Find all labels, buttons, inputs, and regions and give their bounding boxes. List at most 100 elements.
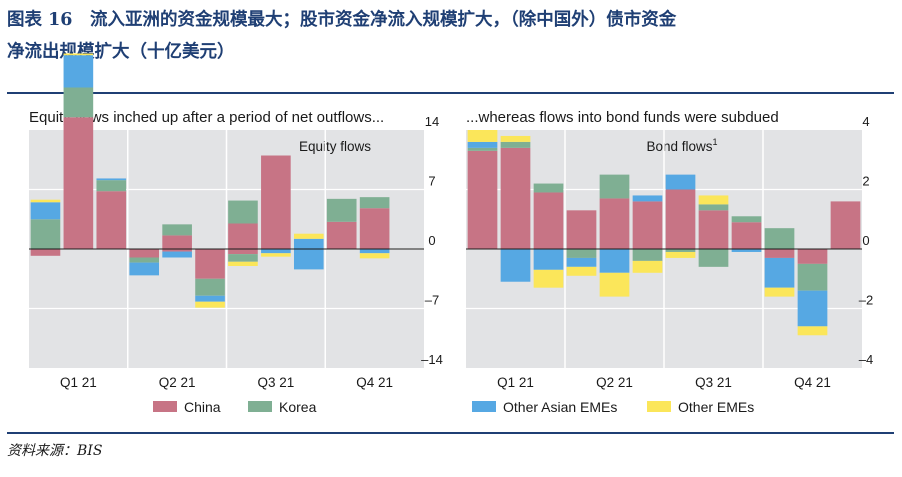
y-tick-label: 14: [425, 114, 439, 129]
chart-title: ...whereas flows into bond funds were su…: [466, 109, 779, 126]
y-tick-label: –7: [425, 293, 439, 308]
bar-other-asian-emes-nov-21-neg: [359, 249, 390, 254]
bar-china-aug-21: [698, 210, 729, 249]
title-rule: [7, 92, 894, 94]
bar-other-asian-emes-apr-21-neg: [566, 257, 597, 267]
legend-label: Korea: [279, 399, 317, 415]
bar-korea-jan-21: [467, 147, 498, 151]
bar-other-emes-aug-21: [698, 195, 729, 205]
x-quarter-label: Q1 21: [60, 375, 97, 390]
legend-swatch: [472, 401, 496, 412]
bar-korea-jun-21-neg: [195, 278, 225, 296]
legend-swatch: [647, 401, 671, 412]
y-tick-label: –2: [859, 293, 873, 308]
bar-other-asian-emes-feb-21-neg: [500, 249, 531, 282]
bar-china-jan-21: [467, 150, 498, 249]
bar-korea-mar-21: [533, 183, 564, 193]
bar-china-aug-21: [261, 155, 291, 249]
bar-korea-feb-21: [63, 87, 94, 118]
legend-item-other-emes: Other EMEs: [647, 399, 754, 415]
footnote-marker: 1: [713, 137, 718, 147]
figure-title-line-1: 图表 16 流入亚洲的资金规模最大；股市资金净流入规模扩大，（除中国外）债市资金: [7, 10, 677, 30]
chart-inner-label: Bond flows1: [646, 137, 717, 154]
bar-china-mar-21: [96, 191, 127, 249]
bar-other-asian-emes-jan-21: [467, 141, 498, 148]
bar-other-emes-aug-21-neg: [261, 253, 291, 257]
y-tick-label: 4: [862, 114, 869, 129]
bar-korea-aug-21-neg: [698, 249, 729, 267]
y-tick-label: 7: [428, 174, 435, 189]
y-tick-label: 2: [862, 174, 869, 189]
bar-korea-jul-21-neg: [665, 249, 696, 252]
bar-china-feb-21: [500, 147, 531, 249]
bar-china-may-21-neg: [162, 249, 192, 252]
bar-other-emes-jul-21-neg: [665, 251, 696, 258]
legend-swatch: [153, 401, 177, 412]
bar-other-emes-sep-21: [293, 233, 324, 239]
bar-korea-may-21: [162, 224, 192, 236]
bar-other-emes-jul-21-neg: [228, 261, 258, 266]
bar-other-emes-apr-21-neg: [566, 266, 597, 276]
chart-title: Equity flows inched up after a period of…: [29, 109, 384, 126]
bar-korea-mar-21: [96, 180, 127, 192]
bar-other-asian-emes-aug-21-neg: [261, 249, 291, 254]
x-quarter-label: Q2 21: [159, 375, 196, 390]
bar-korea-apr-21-neg: [129, 257, 160, 263]
legend-item-other-asian-emes: Other Asian EMEs: [472, 399, 617, 415]
bar-other-emes-mar-21-neg: [533, 269, 564, 288]
bar-other-asian-emes-jul-21: [665, 174, 696, 190]
bar-china-apr-21-neg: [129, 249, 160, 258]
legend-item-korea: Korea: [248, 399, 317, 415]
bar-korea-jul-21-neg: [228, 254, 258, 262]
bar-china-oct-21: [326, 221, 357, 249]
bar-other-emes-oct-21-neg: [764, 287, 795, 297]
bar-china-jul-21: [665, 189, 696, 249]
bar-china-jul-21: [228, 223, 258, 249]
y-tick-label: –14: [421, 352, 443, 367]
bar-china-feb-21: [63, 117, 94, 249]
bar-korea-may-21: [599, 174, 630, 199]
bar-other-emes-nov-21-neg: [797, 326, 828, 336]
bar-china-nov-21: [359, 208, 390, 249]
bar-china-jun-21-neg: [195, 249, 225, 279]
y-tick-label: 0: [862, 233, 869, 248]
bar-other-emes-may-21-neg: [599, 272, 630, 297]
bar-other-asian-emes-jun-21: [632, 195, 663, 202]
bar-china-apr-21: [566, 210, 597, 249]
source-note: 资料来源：BIS: [7, 443, 103, 459]
bar-china-jun-21: [632, 201, 663, 249]
bar-korea-jul-21: [228, 200, 258, 224]
bar-other-asian-emes-sep-21-neg: [731, 249, 762, 252]
bar-other-emes-jun-21-neg: [195, 301, 225, 308]
bar-korea-nov-21: [359, 197, 390, 209]
bar-other-asian-emes-jan-21: [30, 202, 61, 220]
bar-china-jan-21-neg: [30, 249, 61, 256]
x-quarter-label: Q3 21: [257, 375, 294, 390]
y-tick-label: 0: [428, 233, 435, 248]
bar-china-jul-21-neg: [228, 249, 258, 255]
bar-other-asian-emes-may-21-neg: [162, 251, 192, 258]
bar-other-asian-emes-may-21-neg: [599, 249, 630, 273]
bar-korea-feb-21: [500, 141, 531, 148]
bar-other-emes-jun-21-neg: [632, 260, 663, 273]
bar-china-nov-21-neg: [797, 249, 828, 264]
bar-other-emes-jan-21: [30, 199, 61, 203]
x-quarter-label: Q2 21: [596, 375, 633, 390]
bar-korea-jun-21-neg: [632, 249, 663, 261]
chart-panel-2: ...whereas flows into bond funds were su…: [466, 109, 873, 390]
bar-other-emes-nov-21-neg: [359, 253, 390, 259]
bar-other-emes-jan-21: [467, 130, 498, 142]
legend-swatch: [248, 401, 272, 412]
bar-other-asian-emes-mar-21: [96, 178, 127, 181]
bar-other-asian-emes-jun-21-neg: [195, 295, 225, 302]
bar-korea-jan-21: [30, 219, 61, 249]
bar-korea-apr-21-neg: [566, 249, 597, 258]
bar-korea-oct-21: [326, 198, 357, 222]
legend-label: Other EMEs: [678, 399, 754, 415]
legend-item-china: China: [153, 399, 221, 415]
bar-korea-nov-21-neg: [797, 263, 828, 291]
bar-other-asian-emes-oct-21-neg: [764, 257, 795, 288]
x-quarter-label: Q3 21: [695, 375, 732, 390]
bar-korea-sep-21: [731, 216, 762, 223]
